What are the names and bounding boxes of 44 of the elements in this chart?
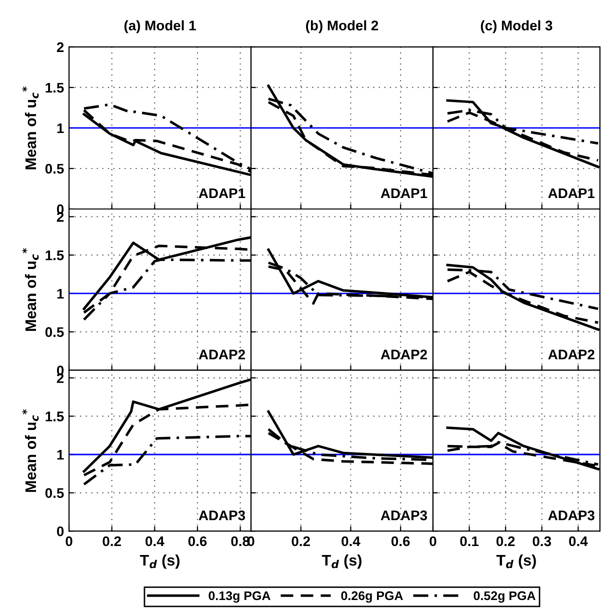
y-tick-label: 0.5 [45,327,64,338]
annotation: ADAP2 [380,350,427,360]
y-tick-label: 1 [57,123,64,134]
y-tick-label: 0 [56,526,64,536]
y-tick-label: 0.5 [45,164,64,174]
x-tick-label: 0.2 [496,536,515,546]
x-tick-label: 0.1 [460,536,479,546]
y-tick-label: 1 [57,288,64,298]
legend-label: 0.52g PGA [474,591,536,603]
y-tick-label: 1.5 [46,250,64,260]
annotation: ADAP1 [380,188,428,198]
y-tick-label: 1.5 [46,82,64,93]
x-tick-label: 0.3 [532,536,552,546]
chart-title: (c) Model 3 [480,20,552,34]
annotation: ADAP3 [380,510,428,520]
x-tick-label: 0 [430,536,436,546]
y-tick-label: 2 [56,42,64,52]
annotation: ADAP1 [198,188,246,198]
x-tick-label: 0.6 [391,536,410,546]
y-axis-title: Mean of u$_{c}$$^{*}$ [22,409,39,492]
x-tick-label: 0 [66,536,72,546]
x-axis-title: T$_{d}$ (s) [140,554,180,569]
legend-label: 0.13g PGA [208,591,270,603]
x-tick-label: 0.6 [188,536,207,546]
y-tick-label: 0.5 [45,488,64,498]
x-tick-label: 0.2 [292,536,310,546]
annotation: ADAP1 [548,188,595,198]
y-tick-label: 1 [57,450,64,460]
annotation: ADAP3 [548,510,594,520]
annotation: ADAP2 [198,350,245,360]
chart-title: (b) Model 2 [306,20,378,34]
x-tick-label: 0.2 [102,536,121,546]
x-tick-label: 0.4 [569,536,588,546]
x-axis-title: T$_{d}$ (s) [322,554,362,569]
y-axis-title: Mean of u$_{c}$$^{*}$ [22,86,39,170]
x-axis-title: T$_{d}$ (s) [496,554,536,569]
y-tick-label: 1.5 [46,412,64,422]
legend-label: 0.26g PGA [341,591,403,603]
annotation: ADAP3 [198,510,246,520]
x-tick-label: 0.4 [146,536,164,546]
x-tick-label: 0.4 [342,536,360,546]
chart-title: (a) Model 1 [124,20,196,34]
annotation: ADAP2 [548,350,594,360]
y-axis-title: Mean of u$_{c}$$^{*}$ [22,248,39,331]
